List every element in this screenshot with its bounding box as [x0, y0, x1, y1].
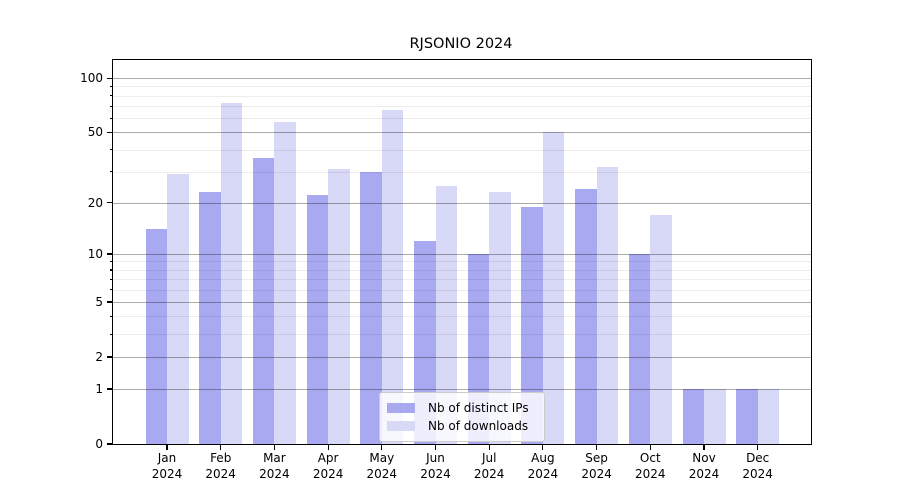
x-axis-tick [542, 444, 544, 450]
x-axis-tick [596, 444, 598, 450]
x-axis-tick [488, 444, 490, 450]
x-tick-label-mar: Mar 2024 [259, 451, 290, 481]
x-axis-tick [273, 444, 275, 450]
x-axis-tick [649, 444, 651, 450]
y-axis-minor-tick [109, 105, 113, 107]
bar-may-downloads [381, 109, 404, 444]
y-tick-label: 2 [95, 349, 103, 364]
y-axis-tick [107, 77, 113, 79]
bar-jun-downloads [435, 185, 457, 444]
y-axis-minor-tick [109, 269, 113, 271]
y-axis-minor-tick [109, 85, 113, 88]
x-axis-tick [757, 444, 759, 450]
x-axis-tick [166, 444, 168, 450]
y-axis-tick [107, 131, 113, 133]
legend-swatch-distinct-ips [387, 403, 415, 413]
x-tick-label-jan: Jan 2024 [151, 451, 183, 481]
bar-jul-downloads [489, 192, 511, 444]
y-axis-minor-tick [109, 333, 113, 335]
y-axis-tick [107, 356, 113, 358]
x-tick-label-feb: Feb 2024 [205, 451, 236, 481]
legend: Nb of distinct IPs Nb of downloads [379, 392, 545, 442]
y-tick-label: 5 [95, 294, 103, 309]
x-tick-label-may: May 2024 [366, 451, 398, 481]
bar-apr-distinct-ips [306, 195, 329, 444]
minor-gridline [113, 118, 811, 120]
bar-apr-downloads [328, 169, 350, 444]
bar-feb-downloads [220, 102, 243, 444]
bar-aug-downloads [542, 132, 565, 444]
bar-jan-downloads [167, 174, 189, 444]
x-tick-label-dec: Dec 2024 [742, 451, 773, 481]
x-tick-label-jul: Jul 2024 [473, 451, 505, 481]
y-axis-minor-tick [109, 171, 113, 173]
y-tick-label: 10 [87, 246, 103, 261]
y-axis-tick [107, 202, 113, 204]
bar-oct-distinct-ips [628, 253, 651, 444]
y-axis-minor-tick [109, 95, 113, 97]
y-axis-minor-tick [109, 315, 113, 318]
x-tick-label-aug: Aug 2024 [527, 451, 559, 481]
x-axis-tick [381, 444, 383, 450]
y-axis-tick [107, 253, 113, 255]
x-tick-label-nov: Nov 2024 [688, 451, 720, 481]
bar-dec-distinct-ips [736, 389, 758, 444]
minor-gridline [113, 95, 811, 97]
minor-gridline [113, 106, 811, 108]
minor-gridline [113, 171, 811, 173]
y-tick-label: 20 [87, 195, 103, 210]
bar-aug-distinct-ips [521, 206, 543, 444]
y-axis-minor-tick [109, 149, 113, 151]
y-tick-label: 0 [95, 437, 103, 451]
x-tick-label-oct: Oct 2024 [635, 451, 666, 481]
y-axis-tick [107, 388, 113, 390]
y-axis-minor-tick [109, 289, 113, 291]
bar-dec-downloads [757, 389, 780, 444]
y-tick-label: 50 [87, 125, 103, 140]
x-tick-label-apr: Apr 2024 [312, 451, 344, 481]
legend-swatch-downloads [387, 421, 415, 431]
legend-label-downloads: Nb of downloads [428, 419, 529, 433]
bar-may-distinct-ips [360, 171, 382, 444]
bar-sep-distinct-ips [575, 188, 597, 444]
major-gridline [113, 78, 811, 80]
y-axis-minor-tick [109, 278, 113, 280]
bar-oct-downloads [650, 214, 672, 444]
bar-nov-downloads [704, 389, 726, 444]
bar-mar-distinct-ips [252, 157, 275, 444]
bar-feb-distinct-ips [199, 192, 221, 444]
chart-title: RJSONIO 2024 [409, 36, 513, 52]
bar-mar-downloads [274, 122, 296, 444]
plot-area [112, 59, 812, 445]
x-axis-tick [220, 444, 222, 450]
legend-entry-distinct-ips: Nb of distinct IPs [380, 401, 544, 415]
x-axis-tick [327, 444, 329, 450]
y-axis-tick [107, 443, 113, 445]
x-tick-label-sep: Sep 2024 [581, 451, 612, 481]
major-gridline [113, 132, 811, 134]
bar-jan-distinct-ips [145, 229, 167, 444]
x-tick-label-jun: Jun 2024 [420, 451, 451, 481]
bar-nov-distinct-ips [682, 389, 704, 444]
minor-gridline [113, 149, 811, 151]
x-axis-tick [703, 444, 705, 450]
y-tick-label: 100 [80, 71, 103, 86]
y-axis-tick [107, 301, 113, 303]
y-tick-label: 1 [95, 382, 103, 397]
y-axis-minor-tick [109, 117, 113, 119]
minor-gridline [113, 86, 811, 88]
y-axis-minor-tick [109, 260, 113, 263]
x-axis-tick [434, 444, 437, 450]
legend-entry-downloads: Nb of downloads [380, 419, 544, 433]
legend-label-distinct-ips: Nb of distinct IPs [428, 401, 529, 415]
bar-sep-downloads [596, 166, 619, 444]
